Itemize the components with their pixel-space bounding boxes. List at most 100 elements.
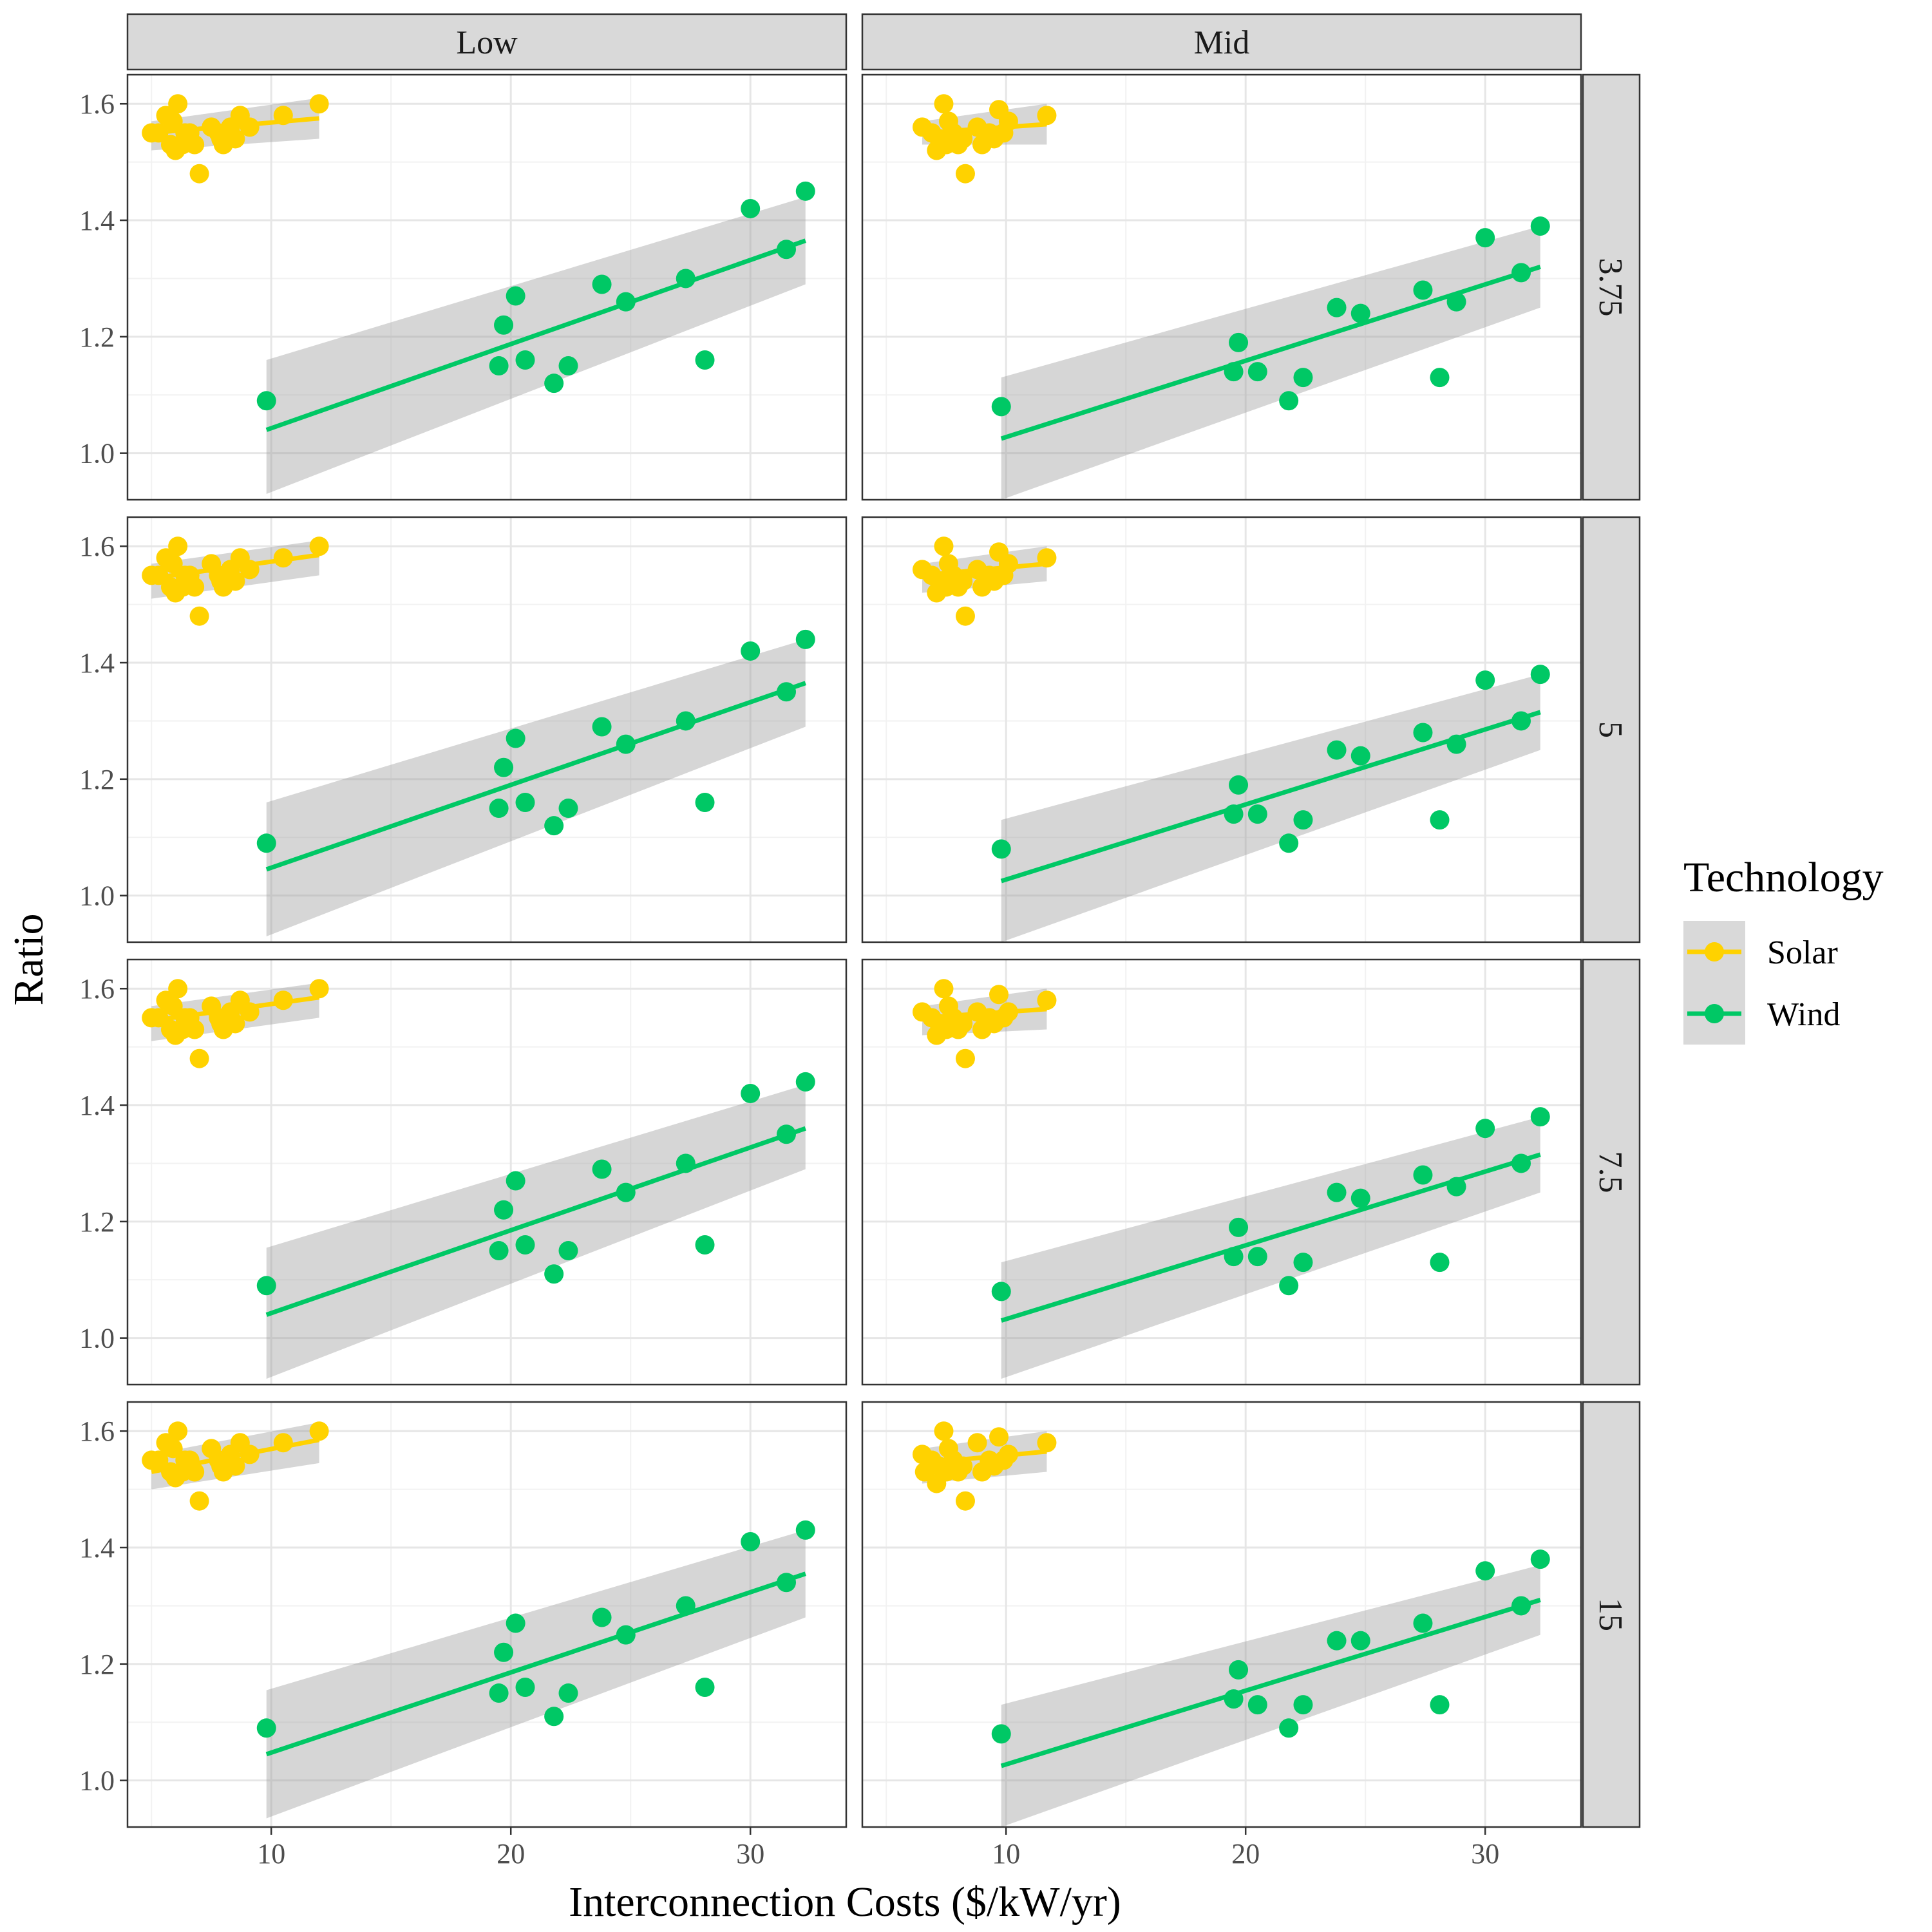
solar-point	[1037, 106, 1057, 126]
wind-fit-line	[1000, 1598, 1541, 1768]
legend-key-point	[1705, 942, 1724, 961]
wind-confidence-band	[266, 1084, 806, 1379]
panel-background	[128, 1402, 846, 1827]
panel-background	[128, 75, 846, 500]
solar-point	[168, 1421, 188, 1441]
wind-point	[1279, 833, 1299, 853]
y-tick-label: 1.6	[79, 973, 115, 1005]
solar-point	[149, 1450, 169, 1470]
wind-confidence-band	[1001, 1565, 1540, 1827]
wind-point	[515, 1235, 535, 1255]
wind-fit-line	[265, 1126, 806, 1317]
solar-point	[225, 1456, 245, 1476]
solar-point	[934, 94, 954, 114]
solar-fit-line	[151, 553, 320, 581]
solar-point	[168, 536, 188, 556]
wind-point	[515, 793, 535, 813]
y-tick-label: 1.6	[79, 531, 115, 562]
panel-border	[126, 1401, 848, 1828]
wind-point	[1327, 298, 1347, 317]
wind-point	[558, 1683, 578, 1703]
wind-point	[494, 1200, 514, 1220]
wind-point	[1413, 723, 1433, 743]
wind-point	[695, 350, 715, 370]
wind-point	[1413, 280, 1433, 300]
wind-point	[1229, 1660, 1249, 1680]
panel-mid-3-75	[861, 73, 1582, 501]
wind-point	[515, 1678, 535, 1698]
wind-point	[494, 757, 514, 777]
y-tick-label: 1.2	[79, 1649, 115, 1680]
row-strip-label: 7.5	[1592, 1151, 1629, 1193]
wind-point	[1413, 1613, 1433, 1633]
wind-point	[592, 274, 612, 294]
wind-point	[1327, 1182, 1347, 1202]
legend-key-point	[1705, 1004, 1724, 1023]
y-tick-label: 1.0	[79, 880, 115, 912]
solar-point	[989, 1427, 1009, 1447]
wind-confidence-band	[266, 196, 806, 494]
solar-point	[955, 1048, 975, 1068]
solar-point	[934, 536, 954, 556]
panel-border	[861, 958, 1582, 1386]
wind-point	[741, 1531, 761, 1551]
row-strip	[1582, 1401, 1641, 1828]
wind-point	[741, 641, 761, 661]
panel-background	[128, 960, 846, 1385]
panel-border	[861, 516, 1582, 943]
wind-point	[1530, 665, 1550, 685]
panel-mid-5	[861, 516, 1582, 943]
solar-point	[168, 979, 188, 999]
solar-point	[309, 94, 329, 114]
panel-low-7-5	[126, 958, 848, 1386]
wind-point	[506, 1613, 526, 1633]
legend: Technology Solar Wind	[1683, 854, 1884, 1045]
y-tick-label: 1.4	[79, 1090, 115, 1121]
wind-point	[741, 198, 761, 218]
x-tick-label: 30	[736, 1838, 764, 1870]
row-strip-label: 5	[1592, 721, 1629, 738]
panels-layer	[126, 73, 1582, 1828]
solar-point	[994, 565, 1014, 585]
wind-point	[489, 1241, 509, 1261]
panel-border	[861, 73, 1582, 501]
y-tick-label: 1.0	[79, 1323, 115, 1354]
wind-point	[991, 1282, 1011, 1302]
solar-point	[163, 996, 183, 1016]
wind-fit-line	[265, 681, 806, 872]
solar-fit-line	[922, 1449, 1047, 1466]
column-strip-label: Mid	[1194, 24, 1250, 61]
solar-point	[936, 1019, 956, 1039]
solar-point	[163, 1439, 183, 1459]
wind-point	[741, 1083, 761, 1103]
wind-point	[558, 1241, 578, 1261]
wind-point	[256, 833, 276, 853]
solar-point	[185, 1019, 205, 1039]
x-tick-label: 20	[497, 1838, 525, 1870]
wind-point	[1279, 391, 1299, 411]
wind-point	[256, 1718, 276, 1738]
wind-point	[544, 374, 564, 393]
wind-point	[506, 1171, 526, 1191]
wind-confidence-band	[1001, 674, 1540, 942]
wind-point	[544, 1264, 564, 1284]
row-strip	[1582, 73, 1641, 501]
solar-point	[1037, 1433, 1057, 1453]
wind-point	[489, 1683, 509, 1703]
solar-fit-line	[151, 1437, 320, 1474]
wind-point	[1327, 1631, 1347, 1651]
wind-point	[592, 1607, 612, 1627]
solar-point	[185, 577, 205, 597]
wind-point	[1350, 1631, 1370, 1651]
column-strip-label: Low	[456, 24, 518, 61]
solar-point	[185, 1462, 205, 1482]
wind-point	[1475, 1561, 1495, 1581]
wind-confidence-band	[266, 639, 806, 936]
x-tick-label: 10	[992, 1838, 1020, 1870]
row-strip-label: 3.75	[1592, 258, 1629, 317]
panel-background	[128, 517, 846, 942]
solar-fit-line	[922, 1007, 1047, 1020]
wind-point	[1293, 368, 1313, 388]
solar-point	[163, 111, 183, 131]
row-strip	[1582, 516, 1641, 943]
